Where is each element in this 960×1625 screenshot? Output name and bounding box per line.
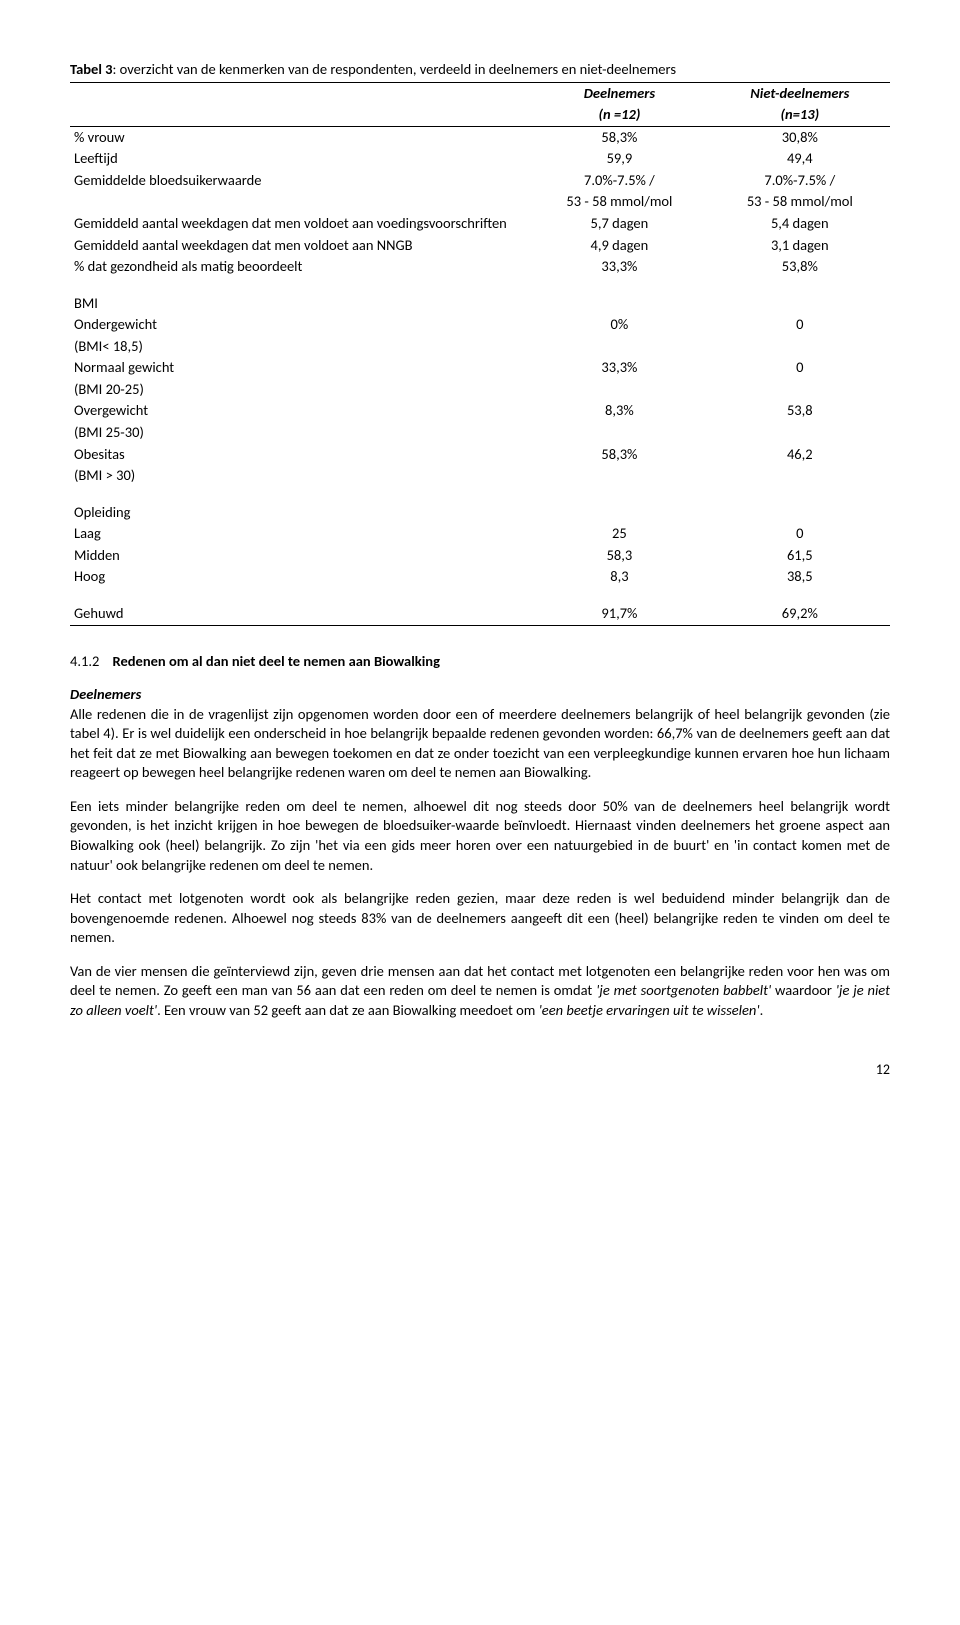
gehuwd-c2: 91,7% <box>529 588 709 625</box>
cell: (BMI > 30) <box>70 465 529 487</box>
cell: 59,9 <box>529 148 709 170</box>
p4b: 'je met soortgenoten babbelt' <box>596 981 771 999</box>
cell: Laag <box>70 523 529 545</box>
table-row: Obesitas58,3%46,2 <box>70 444 890 466</box>
cell: 46,2 <box>710 444 890 466</box>
bmi-label: BMI <box>70 278 529 315</box>
table-row: Overgewicht8,3%53,8 <box>70 400 890 422</box>
table-row: Gemiddelde bloedsuikerwaarde7.0%-7.5% /7… <box>70 170 890 192</box>
cell: (BMI 20-25) <box>70 379 529 401</box>
table-row: Normaal gewicht33,3%0 <box>70 357 890 379</box>
table-row: 53 - 58 mmol/mol53 - 58 mmol/mol <box>70 191 890 213</box>
cell: 30,8% <box>710 126 890 148</box>
p4c: waardoor <box>771 981 836 999</box>
respondent-table: Deelnemers Niet-deelnemers (n =12) (n=13… <box>70 82 890 626</box>
table-row: Gemiddeld aantal weekdagen dat men voldo… <box>70 235 890 257</box>
cell: 8,3 <box>529 566 709 588</box>
page-number: 12 <box>70 1061 890 1080</box>
gehuwd-c1: Gehuwd <box>70 588 529 625</box>
cell: 33,3% <box>529 357 709 379</box>
p4f: 'een beetje ervaringen uit te wisselen' <box>539 1001 760 1019</box>
table-row: (BMI< 18,5) <box>70 336 890 358</box>
table-row: Ondergewicht0%0 <box>70 314 890 336</box>
gehuwd-row: Gehuwd 91,7% 69,2% <box>70 588 890 625</box>
subheading: 4.1.2 Redenen om al dan niet deel te nem… <box>70 652 890 672</box>
cell: (BMI 25-30) <box>70 422 529 444</box>
cell: 0 <box>710 357 890 379</box>
table-row: (BMI > 30) <box>70 465 890 487</box>
cell: Normaal gewicht <box>70 357 529 379</box>
hdr-c3b: (n=13) <box>710 104 890 126</box>
cell: (BMI< 18,5) <box>70 336 529 358</box>
cell: 53,8% <box>710 256 890 278</box>
deelnemers-block: Deelnemers Alle redenen die in de vragen… <box>70 685 890 783</box>
cell: 3,1 dagen <box>710 235 890 257</box>
table-row: Midden58,361,5 <box>70 545 890 567</box>
p4g: . <box>760 1001 764 1019</box>
gehuwd-c3: 69,2% <box>710 588 890 625</box>
cell: 7.0%-7.5% / <box>710 170 890 192</box>
p4e: . Een vrouw van 52 geeft aan dat ze aan … <box>157 1001 539 1019</box>
opl-label: Opleiding <box>70 487 529 524</box>
table-row: % vrouw58,3%30,8% <box>70 126 890 148</box>
cell: % vrouw <box>70 126 529 148</box>
cell: 7.0%-7.5% / <box>529 170 709 192</box>
hdr-c2b: (n =12) <box>529 104 709 126</box>
subheading-num: 4.1.2 <box>70 652 99 670</box>
cell: 8,3% <box>529 400 709 422</box>
cell: 38,5 <box>710 566 890 588</box>
cell: 58,3% <box>529 444 709 466</box>
opl-header-row: Opleiding <box>70 487 890 524</box>
cell: 53 - 58 mmol/mol <box>710 191 890 213</box>
cell: 0 <box>710 314 890 336</box>
cell: Midden <box>70 545 529 567</box>
cell: 0 <box>710 523 890 545</box>
cell: 58,3 <box>529 545 709 567</box>
table-row: Leeftijd59,949,4 <box>70 148 890 170</box>
para-1: Alle redenen die in de vragenlijst zijn … <box>70 705 890 783</box>
bmi-header-row: BMI <box>70 278 890 315</box>
cell: 33,3% <box>529 256 709 278</box>
cell: Hoog <box>70 566 529 588</box>
header-row-1: Deelnemers Niet-deelnemers <box>70 82 890 104</box>
para-3: Het contact met lotgenoten wordt ook als… <box>70 889 890 948</box>
table-row: (BMI 25-30) <box>70 422 890 444</box>
cell: 25 <box>529 523 709 545</box>
cell <box>70 191 529 213</box>
cell: Obesitas <box>70 444 529 466</box>
cell: Ondergewicht <box>70 314 529 336</box>
cell: 4,9 dagen <box>529 235 709 257</box>
cell: Gemiddeld aantal weekdagen dat men voldo… <box>70 213 529 235</box>
table-caption: Tabel 3: overzicht van de kenmerken van … <box>70 60 890 80</box>
cell: % dat gezondheid als matig beoordeelt <box>70 256 529 278</box>
cell: 5,4 dagen <box>710 213 890 235</box>
para-2: Een iets minder belangrijke reden om dee… <box>70 797 890 875</box>
table-row: Hoog8,338,5 <box>70 566 890 588</box>
cell: Overgewicht <box>70 400 529 422</box>
table-row: (BMI 20-25) <box>70 379 890 401</box>
subheading-title: Redenen om al dan niet deel te nemen aan… <box>113 652 440 670</box>
cell: 61,5 <box>710 545 890 567</box>
cell: 53,8 <box>710 400 890 422</box>
table-row: Gemiddeld aantal weekdagen dat men voldo… <box>70 213 890 235</box>
cell: 5,7 dagen <box>529 213 709 235</box>
cell: 0% <box>529 314 709 336</box>
cell: Gemiddelde bloedsuikerwaarde <box>70 170 529 192</box>
deelnemers-label: Deelnemers <box>70 685 890 705</box>
caption-label: Tabel 3 <box>70 60 113 78</box>
para-4: Van de vier mensen die geïnterviewd zijn… <box>70 962 890 1021</box>
table-row: Laag250 <box>70 523 890 545</box>
hdr-c3a: Niet-deelnemers <box>710 82 890 104</box>
hdr-c2a: Deelnemers <box>529 82 709 104</box>
cell: 49,4 <box>710 148 890 170</box>
caption-text: : overzicht van de kenmerken van de resp… <box>113 60 677 78</box>
cell: Gemiddeld aantal weekdagen dat men voldo… <box>70 235 529 257</box>
cell: Leeftijd <box>70 148 529 170</box>
cell: 58,3% <box>529 126 709 148</box>
table-row: % dat gezondheid als matig beoordeelt33,… <box>70 256 890 278</box>
cell: 53 - 58 mmol/mol <box>529 191 709 213</box>
header-row-2: (n =12) (n=13) <box>70 104 890 126</box>
